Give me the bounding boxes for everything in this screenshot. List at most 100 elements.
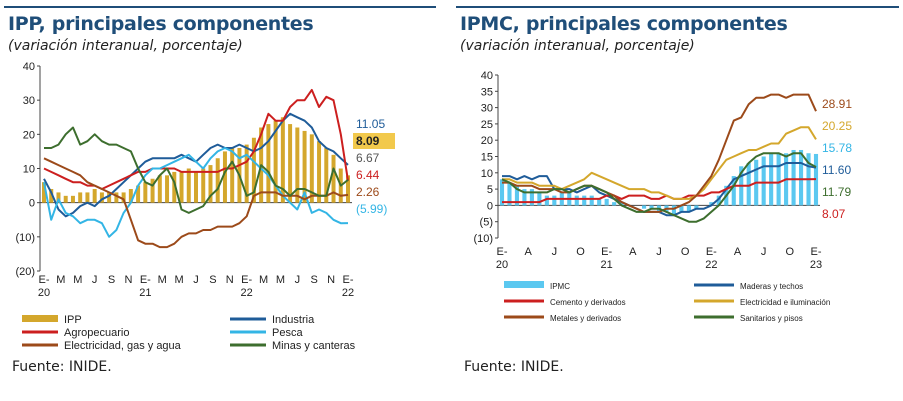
x-tick-label: E- [140,274,151,286]
x-tick-label: M [158,274,167,286]
bar [244,144,249,203]
legend-swatch [504,281,544,288]
y-tick-label: 40 [23,61,35,73]
x-tick-label: A [734,246,742,258]
bar [201,168,206,203]
x-tick-label: O [576,246,585,258]
x-tick-label: 22 [241,287,253,299]
bar [157,175,162,203]
source-note: Fuente: INIDE. [464,359,564,375]
bar [78,192,83,203]
x-tick-label: M [259,274,268,286]
bar [522,189,527,206]
chart-title: IPMC, principales componentes [460,13,788,35]
bar [776,153,781,206]
x-tick-label: M [276,274,285,286]
y-tick-label: 40 [481,70,493,82]
panel-ipmc: IPMC, principales componentes (variación… [452,0,903,401]
x-tick-label: J [92,274,98,286]
end-label: (5.99) [356,202,387,216]
bar [317,141,322,203]
series-line [43,157,349,249]
bar [222,151,227,203]
x-tick-label: J [761,246,767,258]
bar [251,137,256,203]
bar [42,182,46,203]
bar [499,179,505,206]
bar [49,189,54,203]
series-line [43,147,349,238]
end-label: 11.05 [356,117,385,131]
bar [537,192,542,206]
bar [107,192,112,203]
bar [186,168,191,203]
x-tick-label: O [681,246,690,258]
y-tick-label: 10 [481,168,493,180]
bar [597,198,602,206]
bar [679,205,684,212]
legend-label: IPP [64,314,82,326]
x-tick-label: 23 [810,259,822,271]
end-label: 8.09 [356,134,380,148]
y-tick-label: (10) [473,233,493,245]
end-label-highlight [353,133,395,149]
bar [769,153,774,206]
bar [746,163,751,206]
bar [574,195,579,206]
y-tick-label: 20 [23,129,35,141]
bar [619,202,624,206]
end-label: 6.67 [356,151,380,165]
end-label: 6.44 [356,168,380,182]
x-tick-label: J [295,274,301,286]
y-tick-label: 25 [481,119,493,131]
x-tick-label: J [193,274,199,286]
bar [331,154,336,203]
y-tick-label: 30 [23,95,35,107]
legend-label: Maderas y techos [740,282,803,291]
bar [694,205,699,209]
bar [612,202,617,206]
bar [114,192,119,203]
bar [56,192,61,203]
y-tick-label: 15 [481,152,493,164]
legend-label: Sanitarios y pisos [740,314,803,323]
x-tick-label: 22 [342,287,354,299]
x-tick-label: J [656,246,662,258]
y-tick-label: (10) [15,232,35,244]
end-label: 11.60 [822,163,851,177]
x-tick-label: M [73,274,82,286]
bar [70,195,75,203]
series-line [502,126,817,200]
chart-subtitle: (variación interanual, porcentaje) [8,38,243,54]
bar [302,130,307,203]
bar [309,134,314,203]
title-rule [456,6,899,8]
y-tick-label: (5) [480,217,493,229]
legend-swatch [22,315,58,322]
x-tick-label: 20 [38,287,50,299]
x-tick-label: O [786,246,795,258]
series-line [502,178,817,204]
source-note: Fuente: INIDE. [12,359,112,375]
legend-label: Pesca [272,327,303,339]
legend-label: IPMC [550,282,570,291]
bar [280,117,285,203]
bar [179,171,184,203]
x-tick-label: A [524,246,532,258]
panel-ipp: IPP, principales componentes (variación … [0,0,440,401]
title-rule [4,6,436,8]
bar [215,158,220,203]
series-line [501,152,817,223]
bar [165,175,170,203]
bar [99,192,104,203]
bar [529,189,534,206]
bar [709,202,714,206]
bar [346,175,350,203]
bar [150,178,155,203]
bar [544,195,549,206]
legend-label: Electricidad e iluminación [740,298,830,307]
bar [791,149,796,206]
x-tick-label: 21 [139,287,151,299]
legend-label: Metales y derivados [550,314,621,323]
